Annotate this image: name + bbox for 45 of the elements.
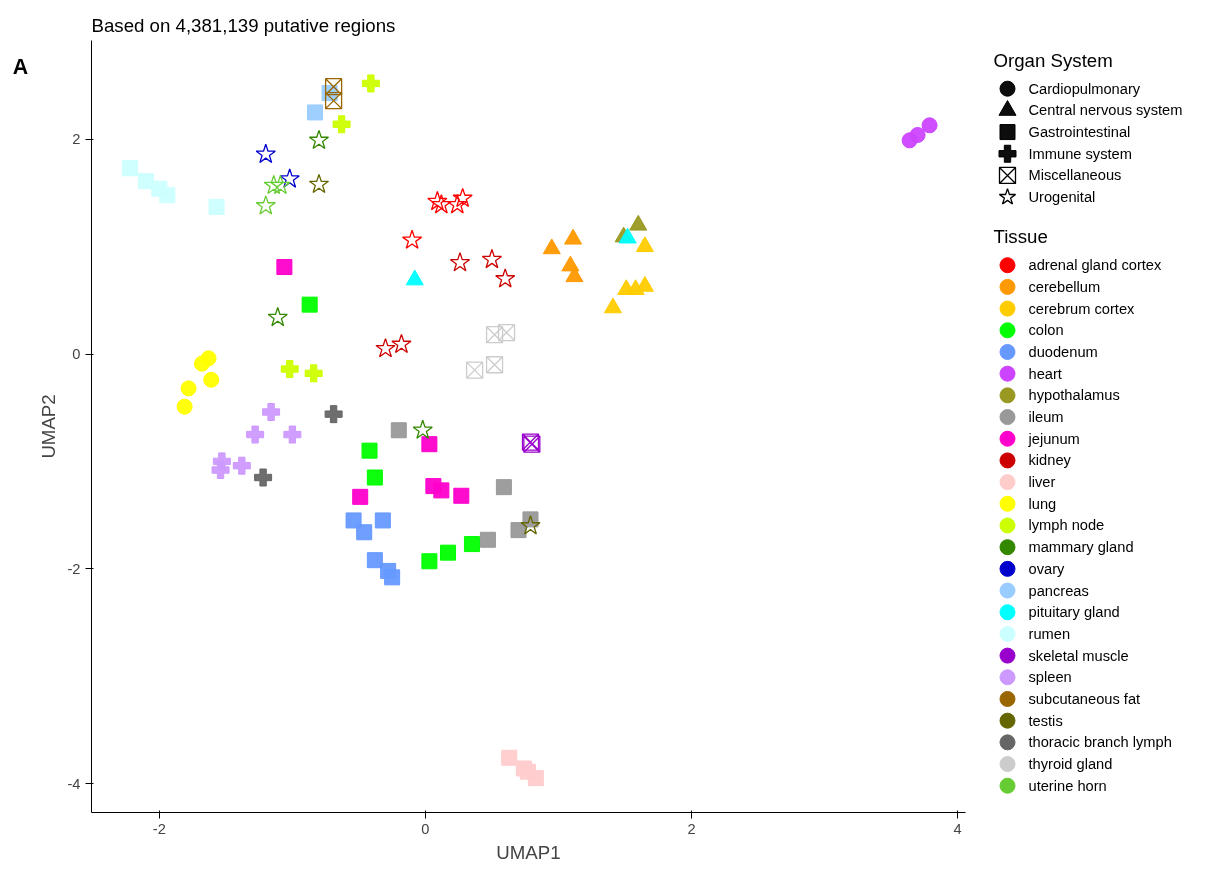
legend-label: ileum — [1028, 409, 1064, 426]
y-tick-label: -2 — [67, 560, 81, 577]
x-tick-label: 4 — [953, 820, 962, 837]
legend-label: lymph node — [1028, 517, 1105, 534]
legend-label: hypothalamus — [1028, 387, 1120, 404]
legend-label: liver — [1028, 474, 1056, 491]
y-tick-label: 0 — [72, 346, 81, 363]
legend-label: ovary — [1028, 560, 1066, 577]
legend-label: adrenal gland cortex — [1028, 257, 1162, 274]
legend-label: spleen — [1028, 669, 1072, 686]
legend-label: mammary gland — [1028, 539, 1134, 556]
legend-label: skeletal muscle — [1028, 647, 1129, 664]
text: Organ System — [993, 49, 1113, 71]
legend-label: lung — [1028, 495, 1057, 512]
legend-label: duodenum — [1028, 343, 1098, 360]
legend-label: cerebellum — [1028, 278, 1101, 295]
legend-label: Immune system — [1028, 145, 1132, 162]
legend-label: subcutaneous fat — [1028, 690, 1141, 707]
legend-label: Miscellaneous — [1028, 167, 1122, 184]
legend-label: thyroid gland — [1028, 756, 1113, 773]
y-tick-label: -4 — [67, 775, 81, 792]
legend-label: jejunum — [1027, 430, 1080, 447]
legend-label: Gastrointestinal — [1028, 124, 1131, 141]
x-tick-label: -2 — [152, 820, 166, 837]
legend-label: pituitary gland — [1028, 604, 1120, 621]
legend-label: Cardiopulmonary — [1028, 80, 1141, 97]
legend-label: pancreas — [1028, 582, 1089, 599]
legend-label: rumen — [1028, 625, 1071, 642]
legend-label: kidney — [1028, 452, 1072, 469]
chart-title: Based on 4,381,139 putative regions — [91, 14, 396, 36]
x-tick-label: 2 — [687, 820, 696, 837]
legend-label: Urogenital — [1028, 189, 1096, 206]
legend-label: Central nervous system — [1028, 102, 1183, 119]
y-tick-label: 2 — [72, 131, 81, 148]
legend-label: colon — [1028, 322, 1064, 339]
legend-label: cerebrum cortex — [1028, 300, 1136, 317]
legend-label: testis — [1028, 712, 1063, 729]
x-tick-label: 0 — [421, 820, 430, 837]
legend-label: heart — [1028, 365, 1062, 382]
text: A — [12, 55, 29, 80]
legend-label: uterine horn — [1028, 777, 1107, 794]
y-axis-title: UMAP2 — [38, 394, 60, 459]
legend-label: thoracic branch lymph — [1028, 734, 1172, 751]
text: Tissue — [993, 226, 1048, 248]
x-axis-title: UMAP1 — [496, 841, 561, 863]
